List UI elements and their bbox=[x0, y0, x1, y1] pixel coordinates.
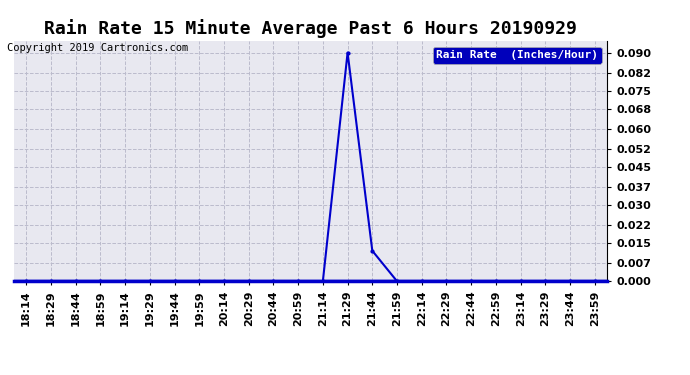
Legend: Rain Rate  (Inches/Hour): Rain Rate (Inches/Hour) bbox=[433, 47, 602, 63]
Title: Rain Rate 15 Minute Average Past 6 Hours 20190929: Rain Rate 15 Minute Average Past 6 Hours… bbox=[44, 20, 577, 38]
Text: Copyright 2019 Cartronics.com: Copyright 2019 Cartronics.com bbox=[7, 43, 188, 52]
